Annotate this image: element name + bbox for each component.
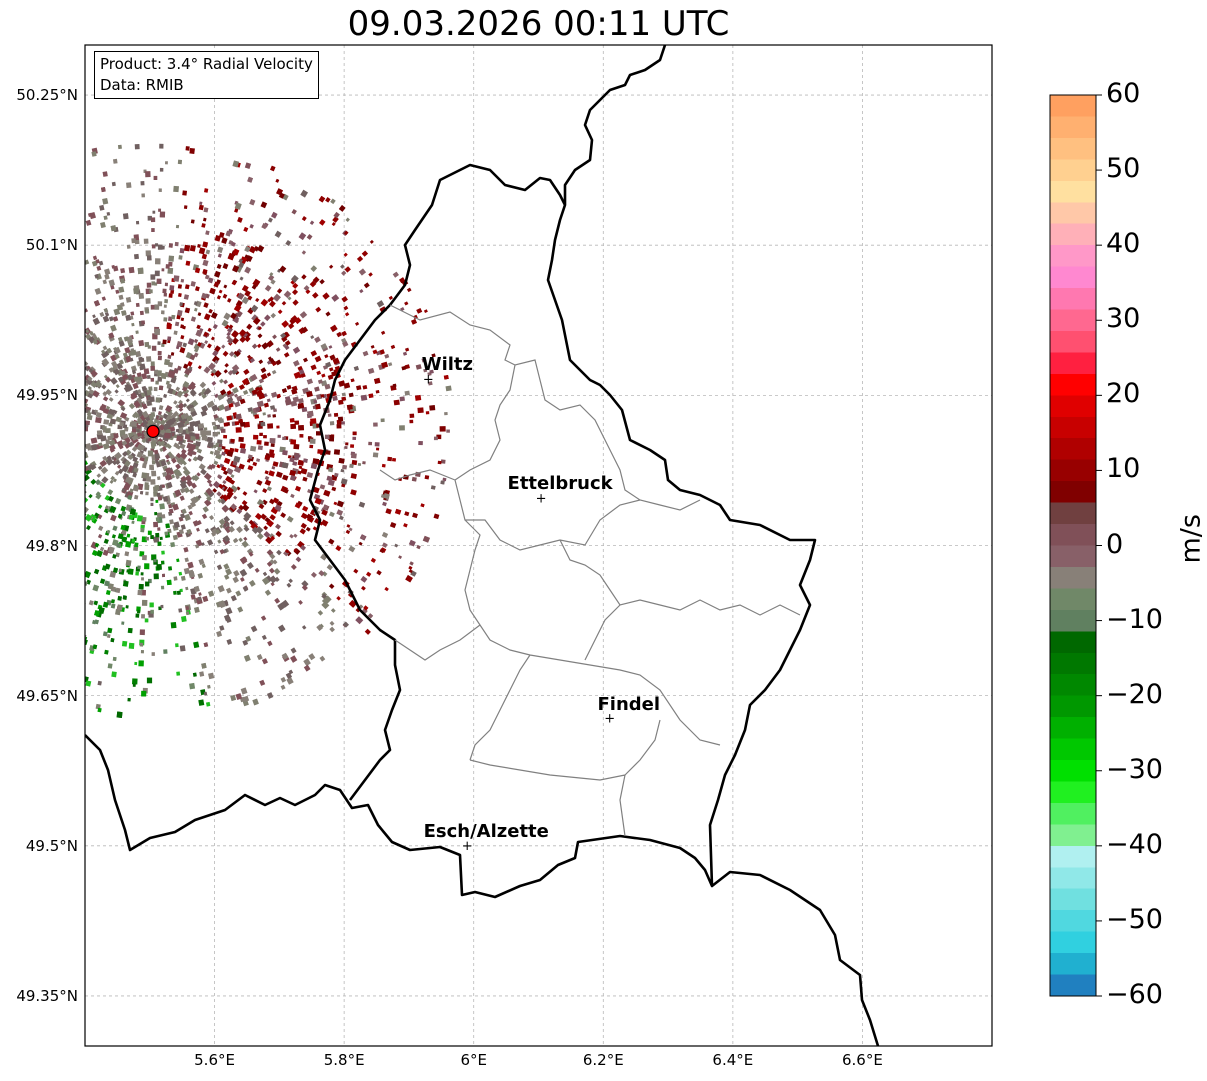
- lon-tick-label: 6.6°E: [842, 1051, 883, 1069]
- city-marker: +: [536, 491, 547, 506]
- national-border: [85, 734, 880, 1046]
- colorbar-ticklines: [1096, 94, 1102, 997]
- lon-tick-label: 6°E: [460, 1051, 487, 1069]
- colorbar-tick-label: 30: [1106, 303, 1141, 335]
- city-marker: +: [423, 372, 434, 387]
- radar-echoes: [85, 143, 452, 718]
- lon-tick-label: 6.2°E: [582, 1051, 624, 1069]
- lon-tick-label: 5.8°E: [323, 1051, 365, 1069]
- lat-tick-label: 49.65°N: [16, 686, 78, 705]
- colorbar-tick-label: −60: [1106, 979, 1163, 1010]
- product-text: Product: 3.4° Radial Velocity: [100, 55, 313, 73]
- data-source-text: Data: RMIB: [100, 76, 184, 94]
- colorbar-tick-label: −50: [1106, 903, 1163, 935]
- city-label: Esch/Alzette: [423, 820, 549, 842]
- lat-tick-label: 49.95°N: [16, 386, 78, 405]
- lat-tick-label: 49.8°N: [25, 536, 78, 555]
- lat-tick-label: 49.5°N: [25, 836, 78, 855]
- city-label: Findel: [597, 693, 661, 715]
- colorbar-bar: [1050, 95, 1096, 996]
- lat-tick-label: 50.1°N: [25, 236, 78, 255]
- info-box: Product: 3.4° Radial Velocity Data: RMIB: [94, 51, 319, 99]
- belgian-border: [308, 163, 567, 801]
- colorbar-tick-label: −10: [1106, 603, 1163, 635]
- city-markers: + + + +: [423, 372, 615, 853]
- canton-lines: [379, 304, 801, 837]
- colorbar-tick-label: −30: [1106, 753, 1163, 785]
- german-border: [546, 45, 817, 887]
- radar-site-marker: [146, 424, 160, 438]
- colorbar-tick-label: 40: [1106, 228, 1141, 260]
- lon-tick-label: 6.4°E: [712, 1051, 754, 1069]
- lat-tick-label: 50.25°N: [16, 86, 78, 105]
- colorbar-tick-label: 60: [1106, 78, 1141, 109]
- city-label: Wiltz: [421, 354, 473, 376]
- map-title: 09.03.2026 00:11 UTC: [347, 4, 730, 44]
- colorbar-tick-label: 50: [1106, 153, 1141, 185]
- map-frame: [84, 44, 993, 1047]
- colorbar-tick-label: 10: [1106, 453, 1141, 485]
- colorbar-tick-label: −20: [1106, 678, 1163, 710]
- city-marker: +: [462, 839, 473, 854]
- colorbar-tick-label: 0: [1106, 528, 1124, 560]
- lat-tick-label: 49.35°N: [16, 986, 78, 1005]
- city-marker: +: [604, 712, 615, 727]
- colorbar-tick-label: 20: [1106, 378, 1141, 410]
- colorbar-tick-label: −40: [1106, 828, 1163, 860]
- lon-tick-label: 5.6°E: [194, 1051, 235, 1069]
- colorbar-label: m/s: [1175, 514, 1207, 564]
- city-label: Ettelbruck: [507, 473, 613, 495]
